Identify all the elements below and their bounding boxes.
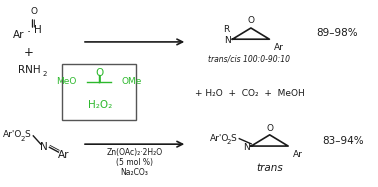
Text: O: O [266, 124, 273, 133]
Text: Ar: Ar [274, 43, 284, 52]
Text: Ar: Ar [293, 150, 302, 159]
Text: H₂O₂: H₂O₂ [88, 100, 112, 111]
Text: 2: 2 [227, 139, 231, 145]
Text: 83–94%: 83–94% [322, 136, 364, 146]
Text: MeO: MeO [56, 77, 76, 86]
Text: O: O [96, 68, 104, 78]
Text: Ar'O: Ar'O [210, 134, 229, 142]
Text: ·: · [26, 26, 31, 39]
Text: S: S [230, 134, 236, 142]
Text: Zn(OAc)₂·2H₂O: Zn(OAc)₂·2H₂O [107, 148, 163, 157]
Bar [62, 64, 136, 120]
Text: Ar: Ar [57, 150, 69, 160]
Text: 89–98%: 89–98% [316, 28, 358, 38]
Text: RNH: RNH [18, 65, 41, 76]
Text: 2: 2 [42, 71, 47, 77]
Text: N: N [243, 143, 250, 152]
Text: + H₂O  +  CO₂  +  MeOH: + H₂O + CO₂ + MeOH [195, 89, 304, 98]
Text: +: + [23, 47, 33, 59]
Text: trans/cis 100:0-90:10: trans/cis 100:0-90:10 [208, 55, 290, 64]
Text: Ar: Ar [12, 30, 24, 39]
Text: 2: 2 [21, 136, 25, 142]
Text: O: O [248, 16, 254, 25]
Text: N: N [225, 36, 231, 45]
Text: trans: trans [256, 163, 283, 173]
Text: O: O [30, 7, 37, 16]
Text: Ar'O: Ar'O [3, 131, 23, 140]
Text: OMe: OMe [121, 77, 142, 86]
Text: H: H [34, 25, 42, 35]
Text: Na₂CO₃: Na₂CO₃ [121, 168, 149, 177]
Text: N: N [40, 142, 47, 151]
Text: S: S [24, 131, 30, 140]
Text: (5 mol %): (5 mol %) [116, 158, 153, 167]
Text: R: R [223, 25, 229, 34]
